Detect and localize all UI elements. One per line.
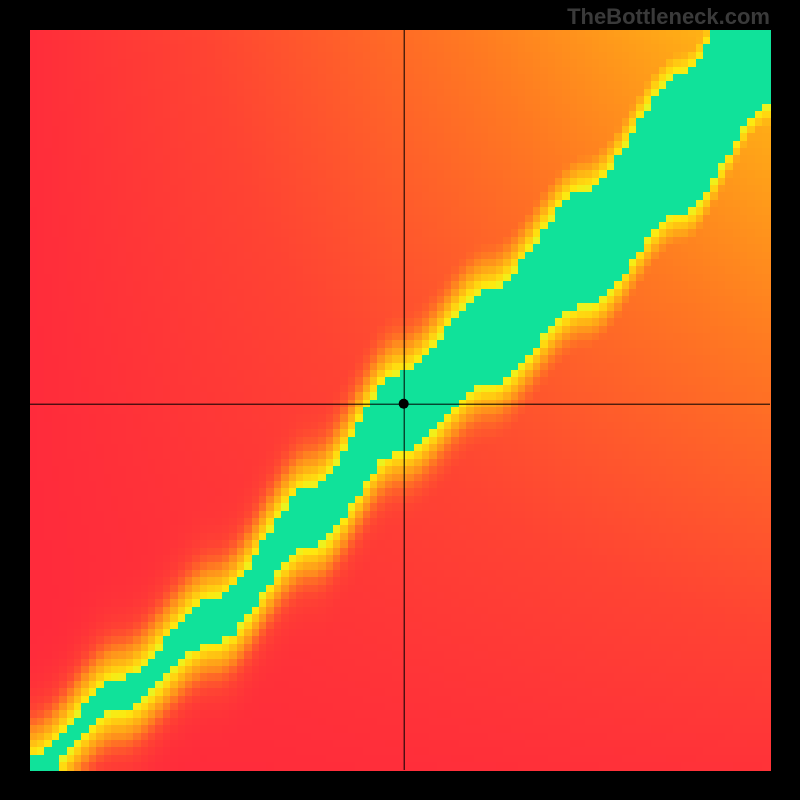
chart-container: TheBottleneck.com <box>0 0 800 800</box>
bottleneck-heatmap <box>0 0 800 800</box>
watermark-text: TheBottleneck.com <box>567 4 770 30</box>
